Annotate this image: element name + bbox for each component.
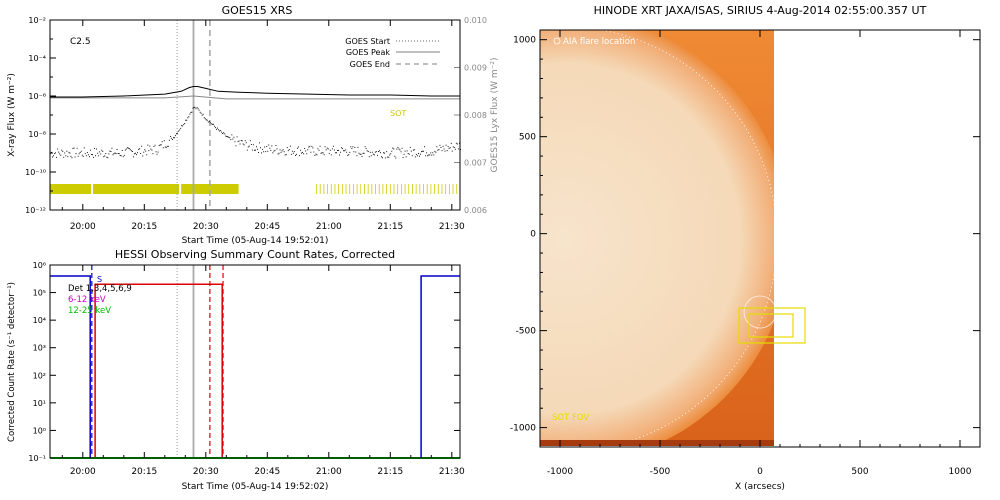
xrt-aia-flare-circle [743, 295, 777, 329]
goes-y2-axis-label: GOES15 Lyx Flux (W m⁻²) [490, 58, 500, 173]
hessi-x-tick-label: 21:00 [316, 467, 342, 477]
xrt-y-tick-label: 1000 [513, 36, 536, 46]
xrt-x-axis-label: X (arcsecs) [735, 482, 785, 492]
hessi-y-tick-label: 10⁵ [33, 289, 46, 298]
hessi-panel: HESSI Observing Summary Count Rates, Cor… [7, 248, 465, 492]
goes-legend-start-label: GOES Start [345, 37, 390, 46]
goes-sot-coverage-bar-1 [93, 184, 180, 194]
goes-y2-tick-label: 0.008 [464, 111, 487, 120]
xrt-sot-fov-box [738, 307, 806, 344]
xrt-bottom-band [540, 440, 774, 446]
xrt-x-tick-label: 1000 [949, 467, 972, 477]
xrt-y-tick-label: -500 [516, 327, 537, 337]
hessi-legend-det: Det 1,3,4,5,6,9 [68, 284, 132, 294]
goes-title: GOES15 XRS [222, 4, 293, 17]
hessi-x-tick-label: 20:15 [131, 467, 157, 477]
goes-legend-end-label: GOES End [350, 60, 390, 69]
goes-y-axis-label: X-ray Flux (W m⁻²) [7, 73, 17, 157]
hessi-y-tick-label: 10⁻¹ [28, 454, 46, 463]
hessi-y-axis-label: Corrected Count Rate (s⁻¹ detector⁻¹) [7, 282, 17, 442]
goes-x-tick-label: 21:30 [439, 222, 465, 232]
xrt-title: HINODE XRT JAXA/ISAS, SIRIUS 4-Aug-2014 … [594, 4, 927, 17]
goes-x-tick-label: 20:45 [254, 222, 280, 232]
goes-y2-tick-label: 0.007 [464, 159, 487, 168]
xrt-x-tick-label: -500 [650, 467, 671, 477]
hessi-y-tick-label: 10² [33, 371, 46, 380]
goes-long-channel-series [50, 86, 460, 98]
xrt-x-tick-label: 500 [851, 467, 868, 477]
xrt-aia-marker [553, 37, 561, 45]
hessi-series-2-segment-1 [420, 275, 460, 458]
hessi-x-tick-label: 21:30 [439, 467, 465, 477]
goes-panel: GOES15 XRS 20:00 20:15 20:30 20:45 21:00 21:1… [7, 4, 500, 246]
goes-sot-coverage-bar-2 [181, 184, 239, 194]
goes-x-tick-label: 20:00 [70, 222, 96, 232]
hessi-series-0-segment-0 [94, 283, 223, 458]
goes-sot-label: SOT [390, 109, 406, 118]
hessi-x-tick-label: 21:15 [377, 467, 403, 477]
xrt-y-tick-label: 0 [530, 230, 536, 240]
goes-x-tick-label: 20:30 [193, 222, 219, 232]
xrt-y-tick-label: -1000 [510, 424, 536, 434]
goes-y2-tick-label: 0.010 [464, 16, 487, 25]
goes-x-axis-label: Start Time (05-Aug-14 19:52:01) [182, 236, 329, 246]
goes-y-tick-label: 10⁻¹² [25, 206, 46, 215]
xrt-x-tick-label: 0 [757, 467, 763, 477]
goes-legend-peak-label: GOES Peak [346, 48, 391, 57]
hessi-legend: Det 1,3,4,5,6,9 6-12 keV 12-25 keV [68, 284, 132, 316]
goes-y-tick-label: 10⁻⁴ [28, 54, 46, 63]
hessi-frame [49, 264, 461, 459]
hessi-flag-label: S [97, 275, 102, 284]
xrt-x-tick-label: -1000 [547, 467, 573, 477]
hessi-y-tick-label: 10⁴ [33, 316, 46, 325]
goes-y-tick-label: 10⁻⁶ [28, 92, 46, 101]
goes-x-tick-label: 21:00 [316, 222, 342, 232]
hessi-x-tick-label: 20:00 [70, 467, 96, 477]
hessi-legend-6-12: 6-12 keV [68, 295, 106, 305]
goes-x-tick-label: 20:15 [131, 222, 157, 232]
hessi-legend-12-25: 12-25 keV [68, 306, 111, 316]
xrt-y-tick-label: 500 [519, 133, 536, 143]
goes-y-tick-label: 10⁻⁸ [28, 130, 46, 139]
xrt-frame [539, 29, 981, 448]
xrt-solar-disk [540, 30, 774, 446]
xrt-image [540, 30, 774, 446]
xrt-inner-box [748, 313, 794, 338]
hessi-title: HESSI Observing Summary Count Rates, Cor… [115, 248, 395, 261]
goes-frame [49, 19, 461, 211]
xrt-aia-annotation: AIA flare location [563, 37, 635, 47]
goes-legend: GOES Start GOES Peak GOES End [345, 37, 440, 69]
goes-y2-tick-label: 0.009 [464, 64, 487, 73]
xrt-panel: HINODE XRT JAXA/ISAS, SIRIUS 4-Aug-2014 … [510, 4, 981, 492]
hessi-y-tick-label: 10⁰ [33, 426, 46, 435]
goes-data-layer: 20:00 20:15 20:30 20:45 21:00 21:15 21:30 10⁻¹²… [25, 16, 487, 232]
hessi-x-tick-label: 20:45 [254, 467, 280, 477]
hessi-y-tick-label: 10¹ [33, 399, 46, 408]
hessi-y-tick-label: 10⁶ [33, 261, 46, 270]
xrt-sot-annotation: SOT FOV [552, 413, 589, 423]
goes-y-tick-label: 10⁻² [28, 16, 46, 25]
hessi-x-tick-label: 20:30 [193, 467, 219, 477]
goes-sot-coverage-bar-0 [50, 184, 91, 194]
goes-flare-class: C2.5 [70, 37, 91, 47]
goes-y2-tick-label: 0.006 [464, 206, 487, 215]
hessi-x-axis-label: Start Time (05-Aug-14 19:52:02) [182, 482, 329, 492]
goes-lya-series [50, 95, 460, 100]
hessi-y-tick-label: 10³ [33, 344, 46, 353]
goes-y-tick-label: 10⁻¹⁰ [25, 168, 46, 177]
hessi-series-2-segment-0 [50, 275, 91, 458]
goes-x-tick-label: 21:15 [377, 222, 403, 232]
